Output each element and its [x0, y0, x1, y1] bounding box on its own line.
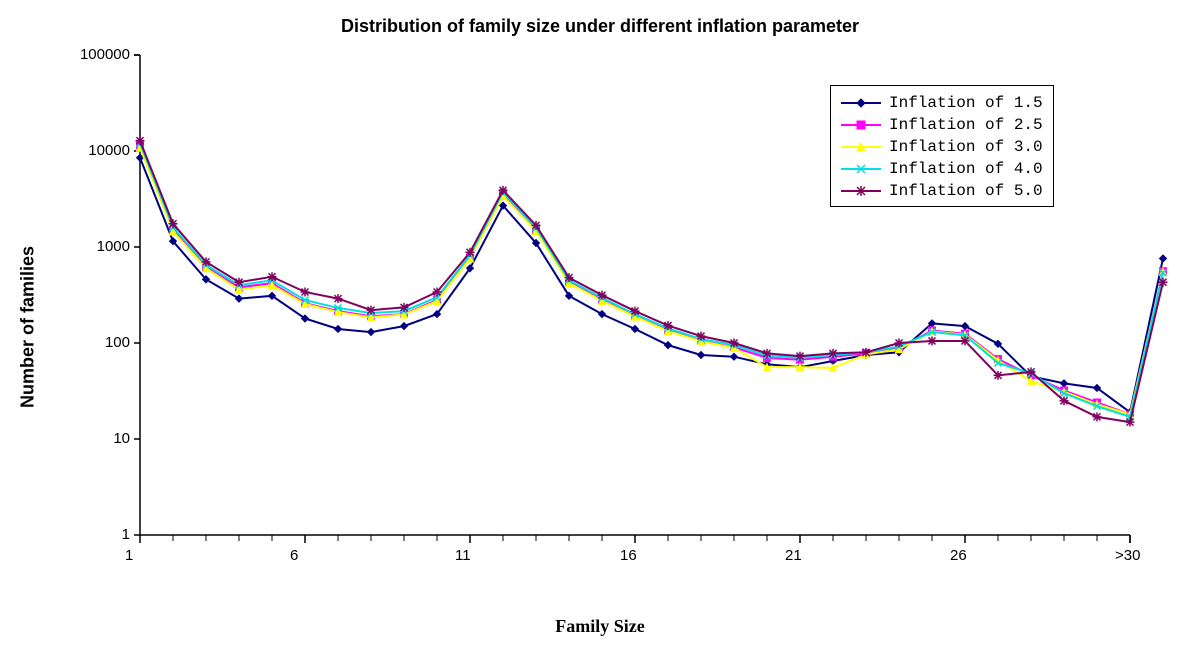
- legend-row: Inflation of 5.0: [841, 180, 1043, 202]
- y-tick-label: 10000: [88, 142, 130, 159]
- legend-label: Inflation of 2.5: [889, 116, 1043, 134]
- y-tick-label: 1000: [97, 238, 130, 255]
- x-tick-label: 1: [125, 547, 133, 564]
- legend-sample: [841, 158, 881, 180]
- legend-sample: [841, 92, 881, 114]
- legend: Inflation of 1.5 Inflation of 2.5 Inflatio…: [830, 85, 1054, 207]
- x-tick-label: >30: [1115, 547, 1140, 564]
- legend-row: Inflation of 3.0: [841, 136, 1043, 158]
- chart-container: Distribution of family size under differ…: [0, 0, 1200, 653]
- legend-row: Inflation of 1.5: [841, 92, 1043, 114]
- legend-label: Inflation of 4.0: [889, 160, 1043, 178]
- x-tick-label: 6: [290, 547, 298, 564]
- y-tick-label: 100: [105, 334, 130, 351]
- x-tick-label: 11: [455, 547, 471, 564]
- y-tick-label: 100000: [80, 46, 130, 63]
- x-tick-label: 21: [785, 547, 802, 564]
- x-tick-label: 26: [950, 547, 967, 564]
- legend-row: Inflation of 2.5: [841, 114, 1043, 136]
- legend-sample: [841, 136, 881, 158]
- legend-label: Inflation of 3.0: [889, 138, 1043, 156]
- y-tick-label: 10: [113, 430, 130, 447]
- x-tick-label: 16: [620, 547, 637, 564]
- y-tick-label: 1: [122, 526, 130, 543]
- legend-sample: [841, 180, 881, 202]
- legend-row: Inflation of 4.0: [841, 158, 1043, 180]
- legend-label: Inflation of 1.5: [889, 94, 1043, 112]
- legend-sample: [841, 114, 881, 136]
- legend-label: Inflation of 5.0: [889, 182, 1043, 200]
